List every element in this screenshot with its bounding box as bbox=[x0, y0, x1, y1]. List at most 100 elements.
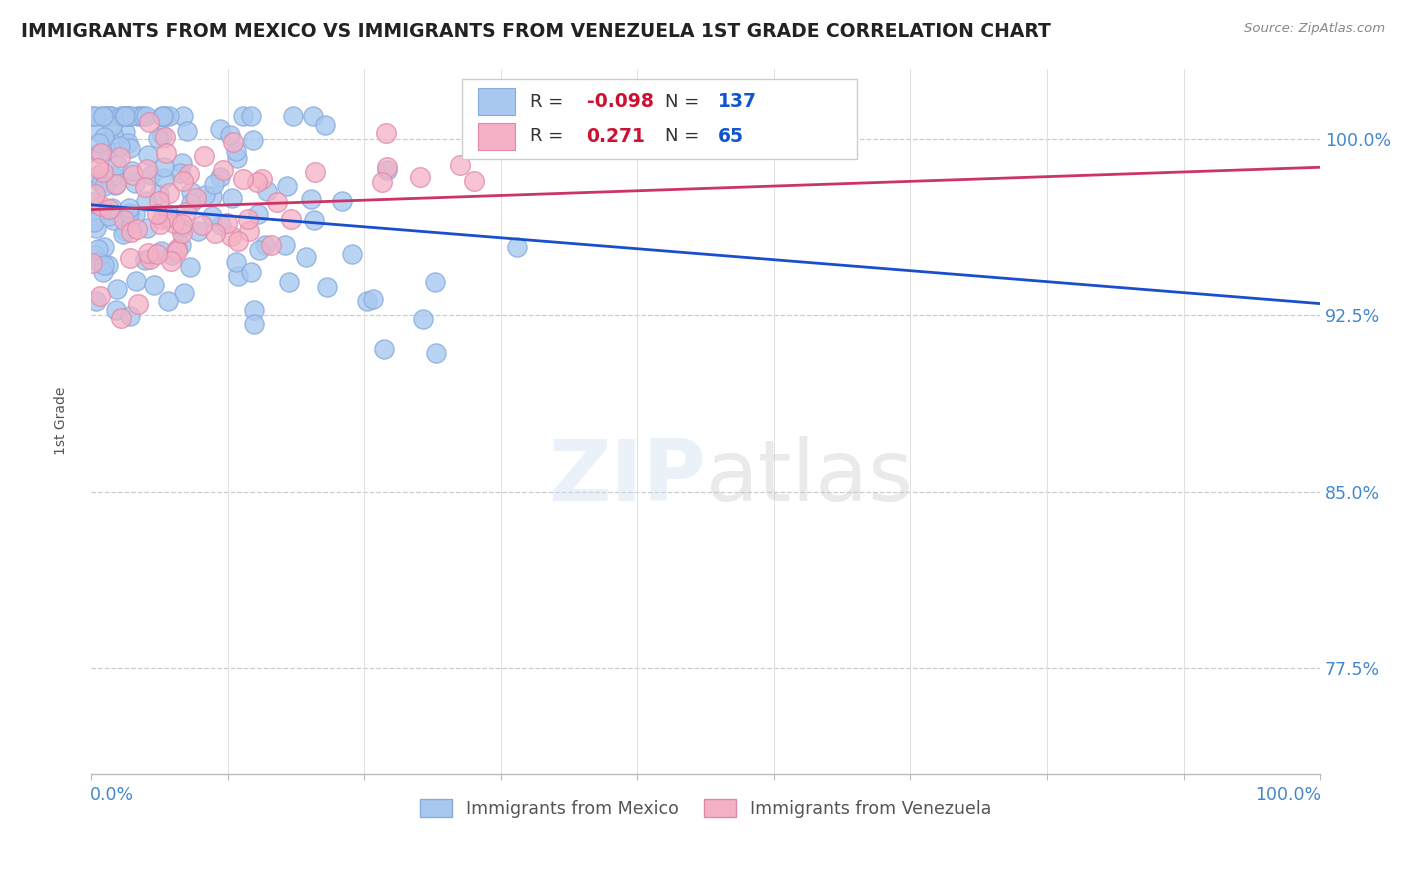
Point bbox=[100, 202, 122, 216]
Point bbox=[136, 162, 159, 177]
Point bbox=[180, 186, 202, 200]
Point bbox=[190, 218, 212, 232]
Point bbox=[97, 259, 120, 273]
Point bbox=[449, 158, 471, 172]
Point bbox=[260, 237, 283, 252]
Point bbox=[330, 194, 353, 209]
Point bbox=[150, 211, 173, 226]
Point bbox=[236, 211, 259, 226]
Point bbox=[115, 109, 138, 123]
Point bbox=[281, 109, 304, 123]
Point bbox=[172, 109, 194, 123]
Point bbox=[118, 252, 141, 266]
Point bbox=[105, 282, 128, 296]
Point bbox=[150, 128, 173, 143]
Point bbox=[219, 228, 242, 243]
Point bbox=[117, 205, 139, 219]
Point bbox=[170, 220, 193, 235]
Text: -0.098: -0.098 bbox=[586, 92, 654, 112]
Point bbox=[160, 253, 183, 268]
Text: 137: 137 bbox=[718, 92, 756, 112]
Point bbox=[316, 280, 339, 294]
Point bbox=[356, 293, 378, 308]
Point bbox=[120, 141, 142, 155]
Point bbox=[172, 174, 194, 188]
Point bbox=[136, 220, 159, 235]
Point bbox=[117, 136, 139, 150]
Point bbox=[120, 225, 142, 239]
Point bbox=[108, 139, 131, 153]
Point bbox=[118, 201, 141, 215]
Text: R =: R = bbox=[530, 128, 569, 145]
Point bbox=[124, 207, 146, 221]
Point bbox=[201, 209, 224, 223]
Point bbox=[87, 168, 110, 182]
Point bbox=[225, 151, 247, 165]
Point bbox=[217, 216, 239, 230]
Point bbox=[86, 124, 108, 138]
Point bbox=[148, 130, 170, 145]
Point bbox=[184, 191, 207, 205]
Point bbox=[90, 145, 112, 160]
Point bbox=[100, 119, 122, 133]
Point bbox=[232, 109, 254, 123]
Point bbox=[90, 109, 112, 123]
Point bbox=[80, 255, 103, 269]
Point bbox=[179, 260, 201, 274]
Point bbox=[176, 124, 198, 138]
Text: N =: N = bbox=[665, 128, 706, 145]
Point bbox=[371, 175, 394, 189]
Point bbox=[114, 224, 136, 238]
Point bbox=[162, 248, 184, 262]
Text: 0.271: 0.271 bbox=[586, 127, 645, 145]
Point bbox=[152, 171, 174, 186]
Text: 0.0%: 0.0% bbox=[90, 786, 135, 804]
Point bbox=[226, 268, 249, 283]
Point bbox=[225, 255, 247, 269]
Point bbox=[266, 194, 288, 209]
Text: 100.0%: 100.0% bbox=[1256, 786, 1322, 804]
Point bbox=[152, 109, 174, 123]
Point bbox=[117, 109, 139, 123]
Point bbox=[304, 165, 326, 179]
Point bbox=[120, 109, 142, 123]
Point bbox=[187, 224, 209, 238]
Point bbox=[125, 222, 148, 236]
Point bbox=[314, 118, 336, 132]
Point bbox=[548, 109, 571, 123]
Point bbox=[299, 192, 322, 206]
Point bbox=[96, 109, 118, 123]
Point bbox=[278, 275, 301, 289]
Point bbox=[82, 195, 104, 210]
Point bbox=[253, 238, 276, 252]
Point bbox=[180, 196, 202, 211]
Point bbox=[166, 244, 188, 258]
Point bbox=[209, 218, 232, 232]
Point bbox=[240, 265, 263, 279]
Point bbox=[103, 212, 125, 227]
Point bbox=[93, 130, 115, 145]
Point bbox=[170, 238, 193, 252]
Point bbox=[84, 293, 107, 308]
Point bbox=[155, 130, 177, 145]
Text: 1st Grade: 1st Grade bbox=[53, 387, 67, 455]
Point bbox=[250, 172, 273, 186]
Point bbox=[375, 163, 398, 178]
Point bbox=[114, 125, 136, 139]
Point bbox=[149, 217, 172, 231]
Point bbox=[82, 212, 104, 227]
Point bbox=[138, 148, 160, 162]
Point bbox=[193, 149, 215, 163]
Point bbox=[135, 109, 157, 123]
Point bbox=[104, 178, 127, 192]
Point bbox=[238, 224, 260, 238]
Text: R =: R = bbox=[530, 93, 569, 111]
Point bbox=[208, 170, 231, 185]
Point bbox=[425, 345, 447, 359]
Point bbox=[219, 128, 242, 142]
Point bbox=[247, 243, 270, 257]
Point bbox=[156, 210, 179, 224]
Point bbox=[100, 109, 122, 123]
Point bbox=[90, 199, 112, 213]
Point bbox=[135, 194, 157, 209]
